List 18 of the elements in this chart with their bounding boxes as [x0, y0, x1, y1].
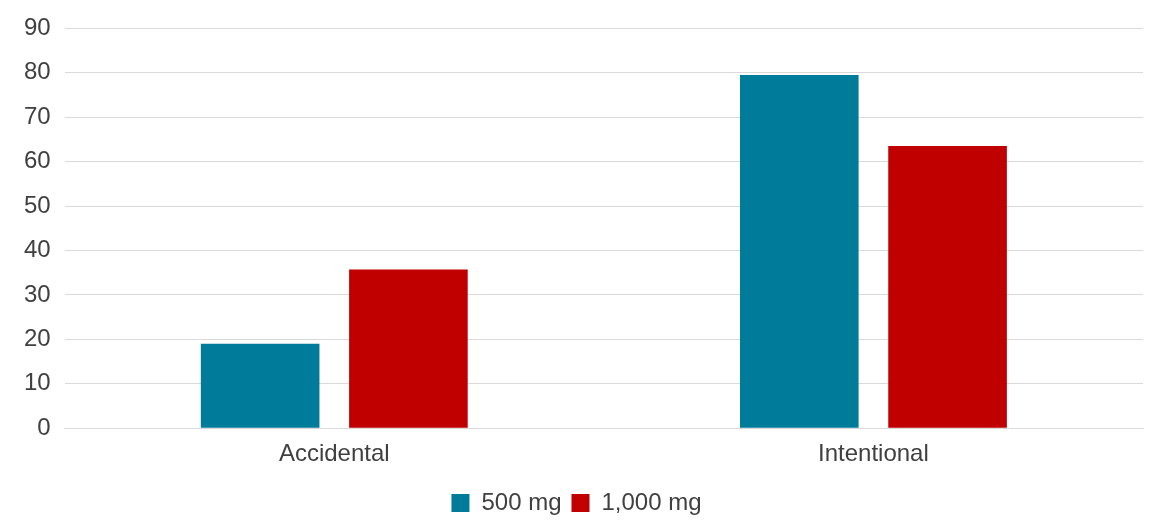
legend-label: 500 mg [481, 487, 562, 515]
bar [739, 75, 859, 428]
bar [200, 343, 320, 428]
x-tick-label: Intentional [818, 439, 929, 467]
bar [349, 269, 468, 428]
y-tick-label: 90 [23, 13, 51, 41]
y-tick-label: 10 [23, 368, 51, 396]
x-tick-label: Accidental [278, 439, 390, 467]
y-tick-label: 70 [23, 101, 51, 129]
y-tick-label: 0 [37, 412, 51, 440]
y-tick-label: 40 [23, 235, 51, 263]
legend-label: 1,000 mg [601, 487, 702, 515]
y-tick-label: 30 [23, 279, 51, 307]
bar [888, 146, 1007, 428]
y-tick-label: 20 [23, 323, 51, 351]
y-tick-label: 80 [23, 57, 51, 85]
y-tick-label: 60 [23, 146, 51, 174]
y-tick-label: 50 [23, 190, 51, 218]
